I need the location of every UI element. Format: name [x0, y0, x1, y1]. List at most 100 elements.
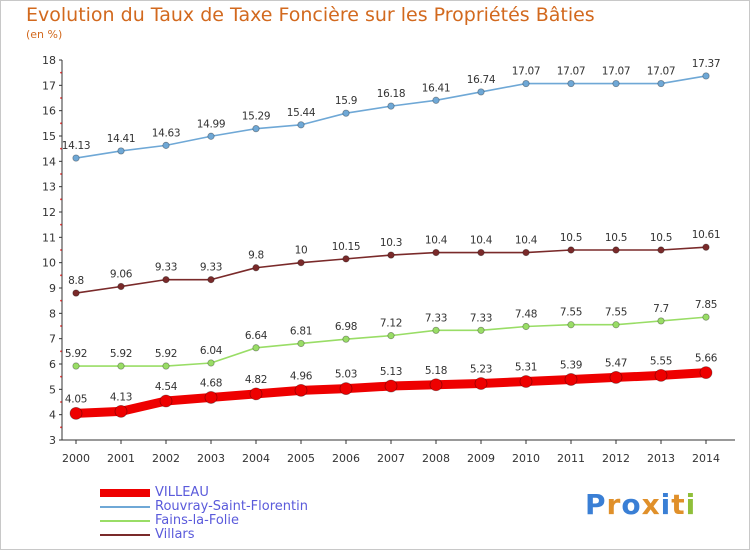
data-point	[252, 344, 260, 352]
x-tick-label: 2007	[377, 452, 405, 465]
logo-letter: P	[585, 488, 607, 521]
data-point	[339, 382, 353, 395]
logo-letter: o	[621, 488, 642, 521]
data-label: 10.15	[332, 241, 361, 253]
data-label: 10.5	[650, 232, 672, 244]
data-point	[249, 387, 263, 401]
y-tick-label: 9	[49, 282, 56, 295]
y-minor-tick	[60, 299, 62, 302]
data-label: 17.07	[602, 66, 631, 78]
data-label: 17.07	[647, 66, 676, 78]
legend-swatch	[100, 534, 150, 536]
data-point	[72, 154, 80, 162]
data-point	[294, 383, 308, 397]
data-point	[654, 368, 668, 382]
y-minor-tick	[60, 97, 62, 99]
y-minor-tick	[60, 71, 62, 74]
unit-label: (en %)	[26, 28, 63, 41]
data-label: 14.13	[62, 140, 91, 152]
data-point	[252, 125, 260, 133]
proxiti-logo: Proxiti	[585, 488, 696, 521]
x-tick-label: 2003	[197, 452, 225, 465]
data-point	[702, 313, 710, 321]
data-label: 7.55	[560, 307, 582, 319]
data-point	[432, 326, 440, 334]
legend-swatch	[100, 506, 150, 508]
data-point	[117, 147, 125, 155]
data-label: 6.04	[200, 345, 223, 357]
line-chart: 3 4 5 6 7 8 9 10 11 12 13 14 15 16 17 18 2000 2001 2002 200…	[42, 54, 735, 465]
data-label: 5.92	[110, 348, 132, 360]
data-point	[162, 362, 170, 370]
y-tick-label: 16	[42, 105, 56, 118]
y-minor-tick	[60, 198, 62, 201]
data-label: 15.9	[335, 95, 357, 107]
data-point	[117, 282, 125, 291]
legend-label: Fains-la-Folie	[155, 513, 240, 528]
data-label: 7.55	[605, 307, 627, 319]
data-point	[207, 276, 215, 284]
x-tick-label: 2014	[692, 452, 720, 465]
y-minor-tick	[60, 375, 62, 378]
legend-label: Rouvray-Saint-Florentin	[155, 499, 308, 514]
data-point	[114, 404, 128, 418]
data-point	[522, 79, 530, 88]
x-tick-label: 2002	[152, 452, 180, 465]
y-tick-label: 11	[42, 231, 56, 244]
data-point	[612, 246, 620, 254]
y-minor-tick	[60, 401, 62, 403]
y-minor-tick	[60, 350, 62, 353]
data-label: 10.4	[515, 235, 538, 247]
data-label: 15.44	[287, 107, 316, 119]
y-tick-label: 8	[49, 307, 56, 320]
data-label: 9.33	[200, 262, 222, 274]
data-label: 7.7	[653, 303, 669, 315]
data-point	[342, 335, 350, 343]
data-point	[564, 373, 578, 386]
y-minor-tick	[60, 325, 62, 327]
data-point	[252, 264, 260, 272]
y-tick-label: 7	[49, 333, 56, 346]
x-tick-label: 2009	[467, 452, 495, 465]
data-label: 14.99	[197, 118, 226, 130]
data-point	[342, 255, 350, 263]
x-tick-label: 2006	[332, 452, 360, 465]
data-label: 4.54	[155, 381, 178, 393]
data-point	[567, 321, 575, 329]
data-point	[387, 251, 395, 259]
legend-swatch	[100, 489, 150, 497]
data-point	[162, 276, 170, 284]
data-point	[612, 321, 620, 329]
y-minor-tick	[60, 173, 62, 175]
data-label: 10.5	[560, 232, 582, 244]
data-label: 14.63	[152, 127, 181, 139]
y-minor-tick	[60, 147, 62, 150]
data-label: 10.4	[425, 235, 448, 247]
data-point	[117, 362, 125, 370]
data-label: 5.92	[155, 348, 177, 360]
data-point	[342, 109, 350, 117]
data-point	[477, 88, 485, 96]
data-label: 7.33	[470, 312, 492, 324]
y-minor-tick	[60, 426, 62, 429]
data-point	[702, 243, 710, 251]
data-point	[72, 289, 80, 297]
x-tick-label: 2005	[287, 452, 315, 465]
data-point	[72, 362, 80, 370]
logo-letter: x	[641, 488, 661, 521]
data-label: 4.05	[65, 393, 87, 405]
data-point	[159, 394, 173, 408]
data-point	[387, 102, 395, 110]
y-tick-label: 18	[42, 54, 56, 67]
y-minor-tick	[60, 223, 62, 226]
data-point	[387, 332, 395, 340]
legend-swatch	[100, 520, 150, 522]
data-point	[207, 132, 215, 140]
data-label: 10.61	[692, 229, 721, 241]
data-label: 9.33	[155, 262, 177, 274]
chart-title: Evolution du Taux de Taxe Foncière sur l…	[26, 4, 595, 26]
data-label: 5.03	[335, 369, 357, 381]
data-point	[702, 72, 710, 80]
data-label: 5.39	[560, 359, 582, 371]
data-label: 15.29	[242, 111, 271, 123]
